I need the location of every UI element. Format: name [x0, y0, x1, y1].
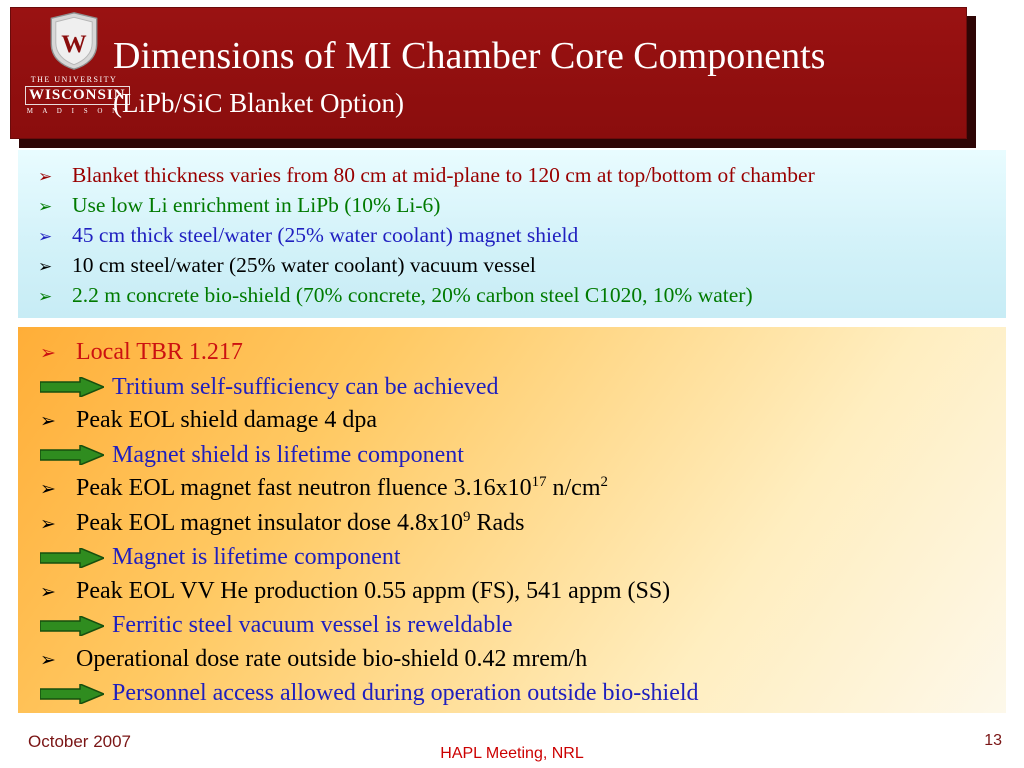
bullet-text: Use low Li enrichment in LiPb (10% Li-6): [72, 193, 441, 217]
bullet-text: Peak EOL shield damage 4 dpa: [76, 407, 378, 433]
green-arrow-icon: [40, 445, 104, 466]
arrow-bullet-icon: ➢: [40, 513, 56, 535]
bullet-text-cont: Rads: [470, 509, 525, 536]
title-block: Dimensions of MI Chamber Core Components…: [113, 32, 825, 120]
title-banner: W THE UNIVERSITY WISCONSIN M A D I S O N…: [10, 7, 967, 139]
logo-wisconsin-text: WISCONSIN: [25, 86, 130, 105]
bullet-item: ➢ 45 cm thick steel/water (25% water coo…: [38, 221, 998, 251]
conclusion-item: Ferritic steel vacuum vessel is reweldab…: [40, 609, 998, 643]
footer-date: October 2007: [28, 732, 132, 751]
arrow-bullet-icon: ➢: [40, 581, 56, 603]
bullet-item: ➢ Local TBR 1.217: [40, 336, 998, 371]
bullet-text: 45 cm thick steel/water (25% water coola…: [72, 223, 579, 247]
bullet-text-cont: n/cm: [546, 475, 601, 501]
arrow-bullet-icon: ➢: [38, 167, 53, 186]
bullet-text: Operational dose rate outside bio-shield…: [76, 645, 588, 672]
green-arrow-icon: [40, 377, 104, 398]
bullet-item: ➢ Peak EOL VV He production 0.55 appm (F…: [40, 575, 998, 610]
bullet-text: Peak EOL magnet fast neutron fluence 3.1…: [76, 472, 608, 506]
bullet-text: Peak EOL magnet insulator dose 4.8x109 R…: [76, 507, 524, 541]
bullet-text: Peak EOL VV He production 0.55 appm (FS)…: [76, 577, 671, 604]
bullet-text: Blanket thickness varies from 80 cm at m…: [72, 163, 815, 187]
slide-title: Dimensions of MI Chamber Core Components: [113, 35, 826, 77]
bullet-item: ➢ 2.2 m concrete bio-shield (70% concret…: [38, 281, 998, 311]
green-arrow-icon: [40, 615, 104, 636]
results-box: ➢ Local TBR 1.217 Tritium self-sufficien…: [18, 327, 1006, 713]
crest-letter: W: [61, 29, 87, 58]
superscript: 2: [600, 474, 608, 490]
conclusion-text: Tritium self-sufficiency can be achieved: [112, 373, 499, 400]
conclusion-text: Ferritic steel vacuum vessel is reweldab…: [112, 612, 513, 638]
bullet-item: ➢ Peak EOL shield damage 4 dpa: [40, 404, 998, 439]
bullet-text: 2.2 m concrete bio-shield (70% concrete,…: [72, 283, 753, 307]
bullet-item: ➢ 10 cm steel/water (25% water coolant) …: [38, 251, 998, 281]
bullet-text-main: Peak EOL magnet insulator dose 4.8x10: [76, 509, 464, 536]
uw-logo: W THE UNIVERSITY WISCONSIN M A D I S O N: [25, 11, 130, 115]
uw-crest-icon: W: [50, 12, 98, 70]
conclusion-text: Magnet is lifetime component: [112, 544, 401, 570]
bullet-text-main: Peak EOL magnet fast neutron fluence 3.1…: [76, 475, 532, 501]
superscript: 9: [463, 508, 471, 525]
green-arrow-icon: [40, 547, 104, 568]
conclusion-item: Magnet shield is lifetime component: [40, 439, 998, 473]
bullet-text: 10 cm steel/water (25% water coolant) va…: [72, 253, 536, 277]
slide-subtitle: (LiPb/SiC Blanket Option): [113, 88, 405, 118]
bullet-item: ➢ Use low Li enrichment in LiPb (10% Li-…: [38, 191, 998, 221]
bullet-text: Local TBR 1.217: [76, 339, 243, 365]
bullet-item: ➢ Operational dose rate outside bio-shie…: [40, 643, 998, 678]
conclusion-item: Tritium self-sufficiency can be achieved: [40, 371, 998, 405]
arrow-bullet-icon: ➢: [40, 343, 56, 364]
conclusion-item: Personnel access allowed during operatio…: [40, 677, 998, 711]
superscript: 17: [531, 474, 547, 490]
green-arrow-icon: [40, 683, 104, 704]
conclusion-text: Magnet shield is lifetime component: [112, 441, 464, 468]
bullet-item: ➢ Blanket thickness varies from 80 cm at…: [38, 161, 998, 191]
conclusion-text: Personnel access allowed during operatio…: [112, 680, 699, 706]
arrow-bullet-icon: ➢: [40, 479, 56, 500]
logo-madison-text: M A D I S O N: [26, 107, 122, 115]
arrow-bullet-icon: ➢: [38, 227, 53, 246]
conclusion-item: Magnet is lifetime component: [40, 541, 998, 575]
slide-number: 13: [984, 732, 1002, 749]
logo-university-text: THE UNIVERSITY: [30, 75, 118, 84]
arrow-bullet-icon: ➢: [38, 257, 53, 276]
arrow-bullet-icon: ➢: [40, 649, 56, 671]
bullet-item: ➢ Peak EOL magnet fast neutron fluence 3…: [40, 472, 998, 507]
bullet-item: ➢ Peak EOL magnet insulator dose 4.8x109…: [40, 507, 998, 542]
blanket-parameters-box: ➢ Blanket thickness varies from 80 cm at…: [18, 150, 1006, 318]
arrow-bullet-icon: ➢: [40, 411, 56, 432]
arrow-bullet-icon: ➢: [38, 197, 53, 216]
arrow-bullet-icon: ➢: [38, 287, 53, 306]
footer-meeting-name: HAPL Meeting, NRL: [440, 745, 584, 762]
